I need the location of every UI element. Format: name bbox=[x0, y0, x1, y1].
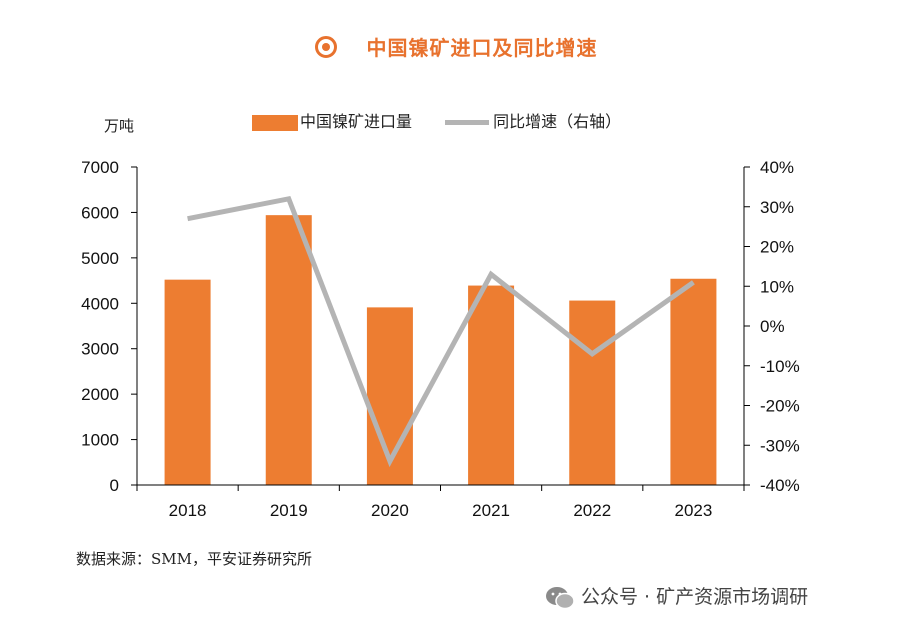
left-tick-label: 1000 bbox=[81, 431, 119, 450]
left-tick-label: 6000 bbox=[81, 203, 119, 222]
x-tick-label: 2023 bbox=[675, 501, 713, 520]
bar-2018 bbox=[164, 279, 211, 485]
left-tick-label: 5000 bbox=[81, 249, 119, 268]
right-tick-label: 0% bbox=[760, 317, 785, 336]
bar-2021 bbox=[468, 285, 515, 485]
bar-2022 bbox=[569, 300, 616, 485]
legend-bar-label: 中国镍矿进口量 bbox=[300, 112, 413, 131]
x-tick-label: 2021 bbox=[472, 501, 510, 520]
chart-title: 中国镍矿进口及同比增速 bbox=[366, 36, 598, 60]
x-tick-label: 2018 bbox=[169, 501, 207, 520]
right-tick-label: -40% bbox=[760, 476, 800, 495]
watermark: 公众号 · 矿产资源市场调研 bbox=[545, 582, 808, 610]
right-tick-label: 30% bbox=[760, 198, 794, 217]
x-tick-label: 2020 bbox=[371, 501, 409, 520]
right-tick-label: 40% bbox=[760, 158, 794, 177]
x-tick-label: 2019 bbox=[270, 501, 308, 520]
left-tick-label: 7000 bbox=[81, 158, 119, 177]
wechat-icon bbox=[546, 586, 575, 609]
legend-line-swatch bbox=[445, 120, 490, 125]
left-tick-label: 3000 bbox=[81, 340, 119, 359]
legend-item-bar: 中国镍矿进口量 bbox=[252, 108, 412, 132]
right-tick-label: -10% bbox=[760, 357, 800, 376]
legend-item-line: 同比增速（右轴） bbox=[417, 108, 621, 132]
watermark-text: 公众号 · 矿产资源市场调研 bbox=[581, 586, 809, 608]
right-tick-label: 10% bbox=[760, 277, 794, 296]
left-tick-label: 2000 bbox=[81, 385, 119, 404]
legend-bar-swatch bbox=[252, 114, 298, 131]
bar-2019 bbox=[265, 215, 312, 485]
tick-group: 0 1000 2000 3000 4000 5000 6000 7000 -40% -30% -20… bbox=[81, 158, 800, 520]
left-tick-label: 4000 bbox=[81, 294, 119, 313]
bullseye-icon bbox=[314, 35, 337, 58]
right-tick-label: -20% bbox=[760, 397, 800, 416]
axes-group bbox=[131, 166, 750, 491]
source-note: 数据来源：SMM，平安证券研究所 bbox=[76, 550, 312, 568]
x-tick-label: 2022 bbox=[573, 501, 611, 520]
left-tick-label: 0 bbox=[110, 476, 119, 495]
legend: 中国镍矿进口量 同比增速（右轴） bbox=[252, 108, 621, 132]
bar-group bbox=[164, 215, 717, 485]
left-axis-unit: 万吨 bbox=[104, 117, 135, 135]
title-row: 中国镍矿进口及同比增速 bbox=[0, 32, 912, 61]
bar-2023 bbox=[670, 278, 717, 485]
right-tick-label: 20% bbox=[760, 238, 794, 257]
legend-line-label: 同比增速（右轴） bbox=[493, 112, 622, 131]
right-tick-label: -30% bbox=[760, 436, 800, 455]
line-group bbox=[187, 195, 695, 468]
growth-line bbox=[187, 195, 695, 468]
